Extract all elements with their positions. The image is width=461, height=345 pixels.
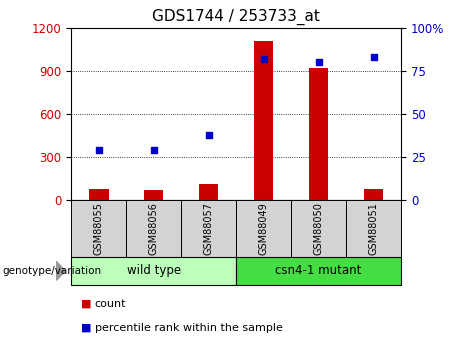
Bar xyxy=(254,41,273,200)
Point xyxy=(205,132,213,137)
Text: ■: ■ xyxy=(81,299,91,308)
Bar xyxy=(346,200,401,257)
Polygon shape xyxy=(56,261,65,280)
Bar xyxy=(236,200,291,257)
Bar xyxy=(144,190,164,200)
Point xyxy=(95,147,103,153)
Bar xyxy=(181,200,236,257)
Text: GSM88055: GSM88055 xyxy=(94,202,104,255)
Point xyxy=(150,147,158,153)
Bar xyxy=(89,189,108,200)
Bar xyxy=(126,200,181,257)
Text: GSM88056: GSM88056 xyxy=(149,202,159,255)
Bar xyxy=(71,257,236,285)
Text: GSM88050: GSM88050 xyxy=(313,202,324,255)
Text: percentile rank within the sample: percentile rank within the sample xyxy=(95,323,283,333)
Point xyxy=(315,59,322,65)
Text: genotype/variation: genotype/variation xyxy=(2,266,101,276)
Bar xyxy=(309,68,328,200)
Text: wild type: wild type xyxy=(127,264,181,277)
Bar xyxy=(236,257,401,285)
Point xyxy=(260,56,267,61)
Text: GSM88049: GSM88049 xyxy=(259,202,269,255)
Bar xyxy=(291,200,346,257)
Point xyxy=(370,54,377,60)
Text: GSM88051: GSM88051 xyxy=(369,202,378,255)
Bar xyxy=(364,189,383,200)
Bar xyxy=(199,184,219,200)
Text: ■: ■ xyxy=(81,323,91,333)
Bar xyxy=(71,200,126,257)
Title: GDS1744 / 253733_at: GDS1744 / 253733_at xyxy=(152,9,320,25)
Text: count: count xyxy=(95,299,126,308)
Text: GSM88057: GSM88057 xyxy=(204,202,214,255)
Text: csn4-1 mutant: csn4-1 mutant xyxy=(276,264,362,277)
